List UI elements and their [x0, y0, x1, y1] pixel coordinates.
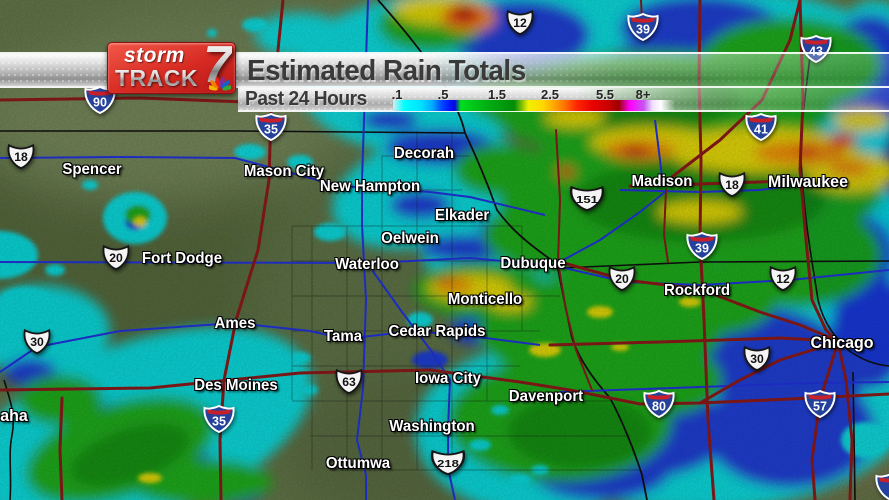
scale-tick-label: 2.5 — [540, 87, 560, 102]
interstate-shield-80: 80 — [642, 389, 676, 424]
svg-text:39: 39 — [695, 242, 709, 256]
svg-text:63: 63 — [342, 375, 356, 389]
interstate-shield-partial — [874, 472, 889, 500]
us-route-shield-18: 18 — [6, 143, 36, 176]
us-route-shield-218: 218 — [429, 449, 467, 482]
svg-text:39: 39 — [636, 23, 650, 37]
city-label: Spencer — [62, 161, 122, 178]
svg-text:20: 20 — [615, 272, 629, 286]
us-route-shield-30: 30 — [22, 328, 52, 361]
interstate-shield-35: 35 — [202, 404, 236, 439]
us-route-shield-63: 63 — [334, 368, 364, 401]
logo-track-text: TRACK — [115, 65, 198, 91]
city-label: Elkader — [434, 207, 490, 224]
us-route-shield-151: 151 — [568, 185, 606, 218]
city-label: Madison — [631, 173, 693, 190]
city-label: Fort Dodge — [141, 250, 223, 267]
city-label: New Hampton — [319, 178, 421, 195]
city-label: Waterloo — [335, 256, 399, 273]
subtitle-bar-bottom-edge — [238, 110, 889, 112]
city-label: Chicago — [810, 333, 874, 352]
city-label: Tama — [323, 328, 363, 345]
city-label: aha — [0, 406, 28, 425]
svg-text:20: 20 — [109, 251, 123, 265]
city-label: Iowa City — [414, 370, 482, 387]
scale-tick-label: 8+ — [635, 87, 651, 102]
rainfall-color-scale — [393, 100, 675, 111]
logo-storm-text: storm — [124, 44, 185, 67]
city-label: Oelwein — [381, 230, 439, 247]
svg-text:41: 41 — [754, 123, 768, 137]
scale-tick-label: .1 — [391, 87, 403, 102]
us-route-shield-12: 12 — [505, 9, 535, 42]
svg-text:35: 35 — [264, 123, 278, 137]
interstate-shield-41: 41 — [744, 112, 778, 147]
us-route-shield-12: 12 — [768, 265, 798, 298]
scale-tick-label: .5 — [437, 87, 449, 102]
city-label: Ames — [214, 315, 256, 332]
city-label: Ottumwa — [325, 455, 391, 472]
city-label: Des Moines — [194, 377, 278, 394]
city-label: Dubuque — [500, 255, 566, 272]
city-label: Decorah — [393, 145, 455, 162]
storm-track-7-logo: storm TRACK 7 — [107, 39, 236, 94]
city-label: Washington — [389, 418, 475, 435]
svg-text:80: 80 — [652, 400, 666, 414]
svg-text:35: 35 — [212, 415, 226, 429]
us-route-shield-20: 20 — [101, 244, 131, 277]
nbc-peacock-icon — [209, 76, 231, 91]
interstate-shield-39: 39 — [685, 231, 719, 266]
svg-text:30: 30 — [30, 335, 44, 349]
interstate-shield-39: 39 — [626, 12, 660, 47]
us-route-shield-30: 30 — [742, 345, 772, 378]
scale-tick-label: 5.5 — [595, 87, 615, 102]
city-label: Monticello — [447, 291, 523, 308]
city-label: Milwaukee — [768, 172, 848, 191]
svg-text:151: 151 — [576, 194, 598, 205]
svg-text:12: 12 — [776, 272, 790, 286]
svg-text:12: 12 — [513, 16, 527, 30]
title-bar-bottom-edge — [0, 86, 889, 88]
city-label: Mason City — [243, 163, 325, 180]
svg-text:218: 218 — [437, 458, 459, 469]
page-subtitle: Past 24 Hours — [245, 88, 367, 110]
svg-text:90: 90 — [93, 96, 107, 110]
title-bar-top-edge — [0, 52, 889, 54]
scale-tick-label: 1.5 — [487, 87, 507, 102]
city-label: Davenport — [508, 388, 584, 405]
svg-text:18: 18 — [725, 178, 739, 192]
page-title: Estimated Rain Totals — [247, 55, 526, 87]
svg-text:57: 57 — [813, 400, 827, 414]
interstate-shield-35: 35 — [254, 112, 288, 147]
us-route-shield-20: 20 — [607, 265, 637, 298]
city-label: Cedar Rapids — [388, 323, 486, 340]
us-route-shield-18: 18 — [717, 171, 747, 204]
svg-text:18: 18 — [14, 150, 28, 164]
interstate-shield-57: 57 — [803, 389, 837, 424]
svg-text:30: 30 — [750, 352, 764, 366]
city-label: Rockford — [663, 282, 731, 299]
